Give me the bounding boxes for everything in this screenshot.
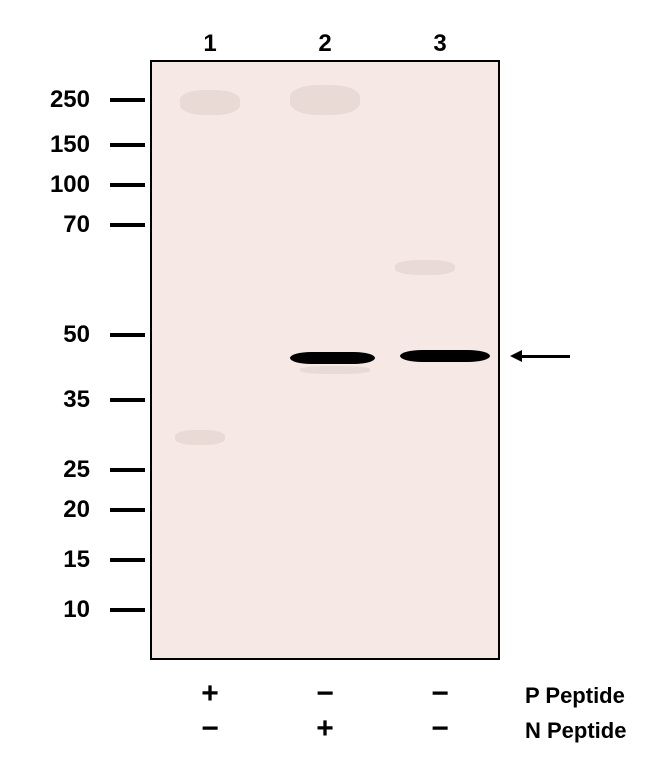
mw-tick-25: [110, 468, 145, 472]
faint-band-2: [395, 260, 455, 275]
mw-label-70: 70: [63, 211, 90, 239]
mw-tick-70: [110, 223, 145, 227]
mw-label-35: 35: [63, 386, 90, 414]
faint-band-4: [175, 430, 225, 445]
lane-label-2: 2: [315, 30, 335, 58]
mw-label-100: 100: [50, 171, 90, 199]
mw-tick-15: [110, 558, 145, 562]
arrow-line: [522, 355, 570, 358]
mw-tick-50: [110, 333, 145, 337]
faint-band-3: [300, 366, 370, 374]
lane-label-3: 3: [430, 30, 450, 58]
mw-label-25: 25: [63, 456, 90, 484]
mw-tick-150: [110, 143, 145, 147]
mw-label-20: 20: [63, 496, 90, 524]
band-lane2: [290, 352, 375, 364]
n-peptide-label: N Peptide: [525, 718, 626, 744]
n-peptide-lane1: −: [195, 712, 225, 746]
mw-label-50: 50: [63, 321, 90, 349]
p-peptide-lane1: +: [195, 677, 225, 711]
mw-label-15: 15: [63, 546, 90, 574]
p-peptide-label: P Peptide: [525, 683, 625, 709]
n-peptide-lane2: +: [310, 712, 340, 746]
n-peptide-lane3: −: [425, 712, 455, 746]
mw-tick-35: [110, 398, 145, 402]
mw-tick-20: [110, 508, 145, 512]
mw-tick-250: [110, 98, 145, 102]
arrow-head-icon: [510, 350, 522, 362]
mw-label-250: 250: [50, 86, 90, 114]
p-peptide-lane2: −: [310, 677, 340, 711]
mw-label-10: 10: [63, 596, 90, 624]
faint-band-1: [290, 85, 360, 115]
band-lane3: [400, 350, 490, 362]
mw-label-150: 150: [50, 131, 90, 159]
faint-band-0: [180, 90, 240, 115]
p-peptide-lane3: −: [425, 677, 455, 711]
mw-tick-10: [110, 608, 145, 612]
lane-label-1: 1: [200, 30, 220, 58]
mw-tick-100: [110, 183, 145, 187]
